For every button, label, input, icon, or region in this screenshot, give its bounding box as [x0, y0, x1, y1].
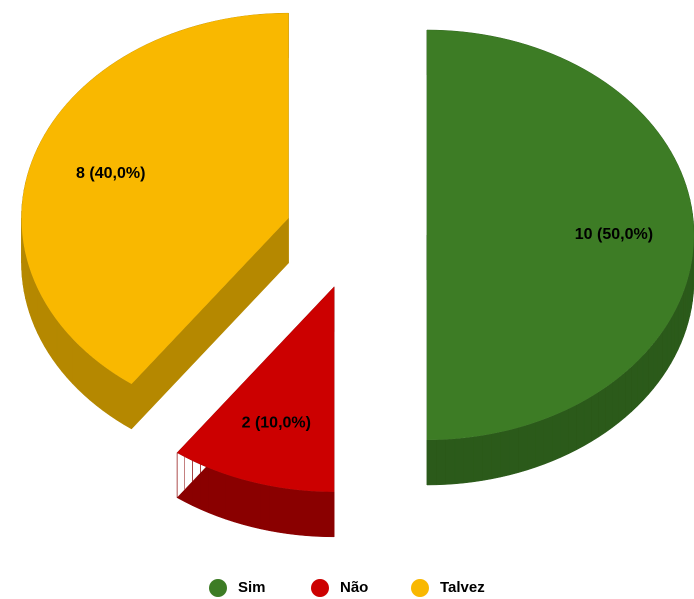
- legend-swatch: [209, 579, 227, 597]
- legend-swatch: [411, 579, 429, 597]
- legend-label: Sim: [238, 579, 266, 596]
- data-label: 2 (10,0%): [242, 415, 311, 432]
- legend-swatch: [311, 579, 329, 597]
- pie-slice: [427, 30, 694, 440]
- pie-slice: [177, 286, 335, 492]
- pie-slice: [21, 13, 289, 385]
- legend-label: Talvez: [440, 579, 485, 596]
- legend-label: Não: [340, 579, 368, 596]
- data-label: 8 (40,0%): [76, 165, 145, 182]
- data-label: 10 (50,0%): [575, 226, 653, 243]
